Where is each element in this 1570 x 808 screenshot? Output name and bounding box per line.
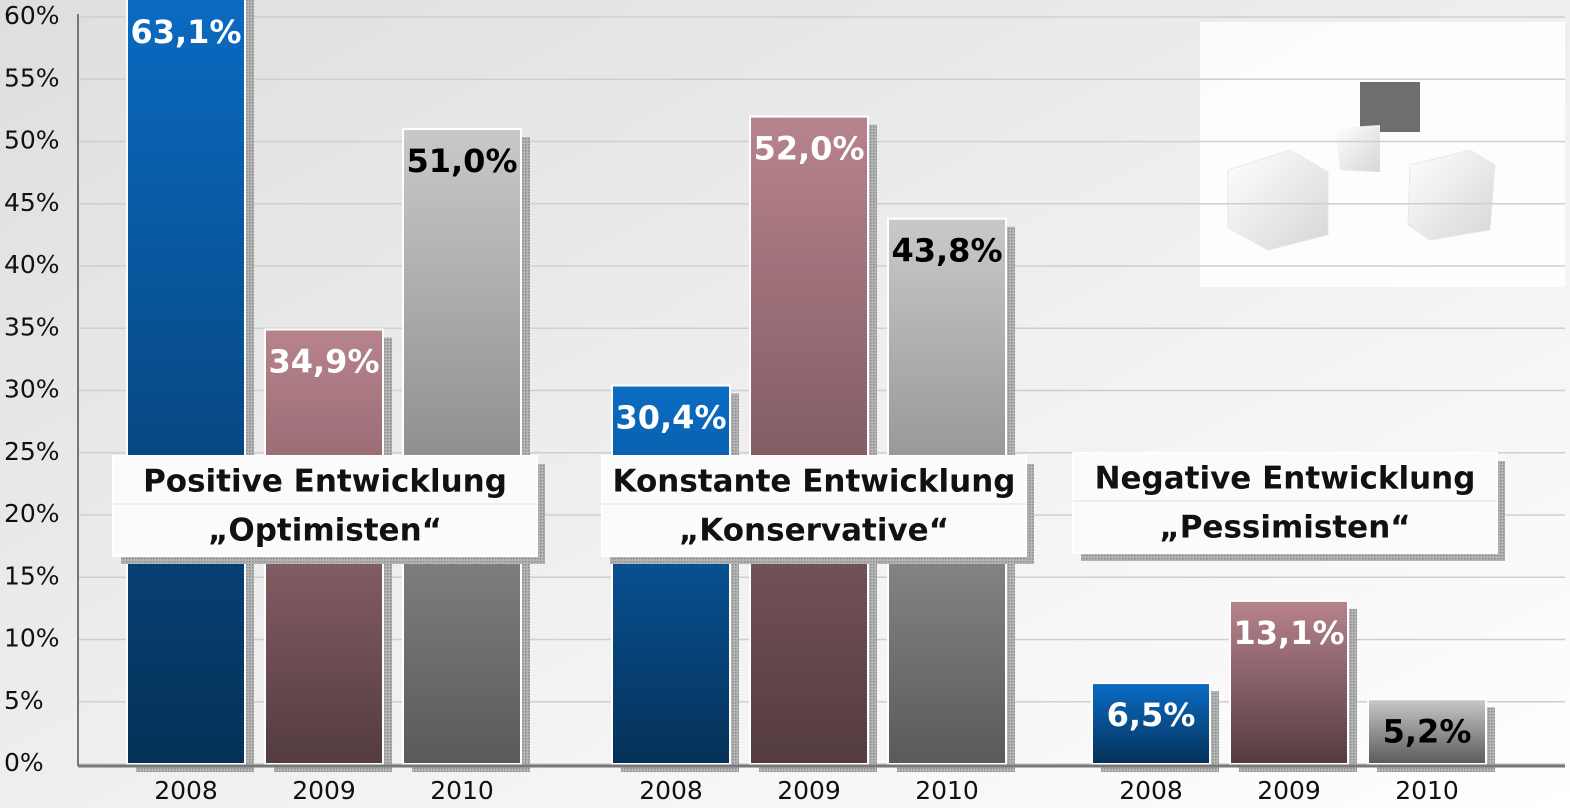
y-tick-label: 35%: [4, 312, 60, 341]
y-tick-label: 55%: [4, 63, 60, 92]
y-tick-label: 0%: [4, 748, 44, 777]
value-label: 5,2%: [1383, 712, 1472, 750]
x-tick-label: 2009: [1257, 776, 1321, 805]
x-tick-label: 2008: [639, 776, 703, 805]
x-tick-label: 2008: [154, 776, 218, 805]
value-label: 6,5%: [1107, 696, 1196, 734]
bar: [127, 0, 245, 764]
y-tick-label: 30%: [4, 375, 60, 404]
y-tick-label: 40%: [4, 250, 60, 279]
x-tick-label: 2009: [292, 776, 356, 805]
group-title: Negative Entwicklung: [1095, 461, 1476, 497]
group-title: Positive Entwicklung: [143, 464, 507, 500]
y-tick-label: 60%: [4, 1, 60, 30]
group-subtitle: „Konservative“: [679, 513, 949, 549]
y-tick-label: 10%: [4, 624, 60, 653]
value-label: 30,4%: [615, 399, 726, 437]
y-tick-label: 25%: [4, 437, 60, 466]
value-label: 34,9%: [268, 342, 379, 380]
y-tick-label: 50%: [4, 126, 60, 155]
value-label: 52,0%: [753, 130, 864, 168]
y-tick-label: 45%: [4, 188, 60, 217]
bar: [612, 386, 730, 764]
x-tick-label: 2010: [1395, 776, 1459, 805]
x-tick-label: 2010: [915, 776, 979, 805]
bar: [403, 129, 521, 764]
value-label: 43,8%: [891, 232, 1002, 270]
x-tick-label: 2010: [430, 776, 494, 805]
value-label: 51,0%: [406, 142, 517, 180]
group-subtitle: „Optimisten“: [208, 513, 442, 549]
y-tick-label: 20%: [4, 499, 60, 528]
x-tick-label: 2008: [1119, 776, 1183, 805]
y-tick-label: 15%: [4, 561, 60, 590]
bar: [750, 117, 868, 764]
value-label: 63,1%: [130, 13, 241, 51]
value-label: 13,1%: [1233, 614, 1344, 652]
decoration: [1200, 22, 1565, 287]
group-subtitle: „Pessimisten“: [1159, 510, 1410, 546]
x-tick-label: 2009: [777, 776, 841, 805]
group-title: Konstante Entwicklung: [612, 464, 1015, 500]
chart: 0% 5% 10% 15% 20% 25% 30% 35% 40% 45% 50% 55% 60% 63,…: [0, 0, 1570, 808]
y-tick-label: 5%: [4, 686, 44, 715]
